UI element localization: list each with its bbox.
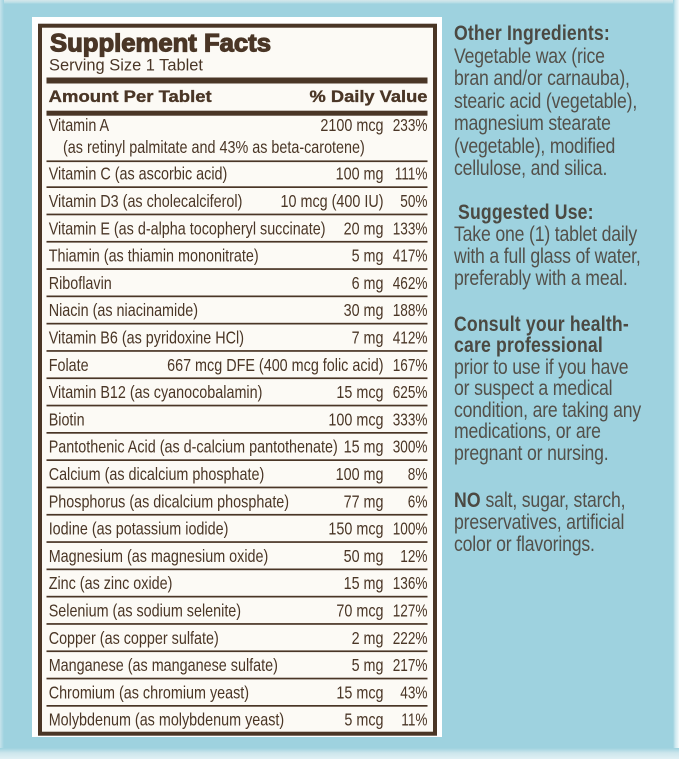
svg-text:Calcium (as dicalcium phosphat: Calcium (as dicalcium phosphate)	[49, 464, 265, 484]
svg-text:15 mg: 15 mg	[344, 573, 384, 593]
svg-text:417%: 417%	[393, 246, 428, 266]
svg-text:% Daily Value: % Daily Value	[310, 87, 428, 106]
svg-text:Riboflavin: Riboflavin	[49, 273, 112, 293]
svg-text:Amount Per Tablet: Amount Per Tablet	[49, 87, 212, 106]
svg-text:5 mcg: 5 mcg	[344, 710, 383, 730]
svg-text:Vitamin E (as d-alpha tocopher: Vitamin E (as d-alpha tocopheryl succina…	[49, 218, 326, 238]
svg-text:Phosphorus (as dicalcium phosp: Phosphorus (as dicalcium phosphate)	[49, 491, 289, 511]
svg-text:30 mg: 30 mg	[344, 300, 384, 320]
svg-text:Thiamin (as thiamin mononitrat: Thiamin (as thiamin mononitrate)	[49, 246, 259, 266]
svg-text:Niacin (as niacinamide): Niacin (as niacinamide)	[49, 300, 198, 320]
svg-text:15 mg: 15 mg	[344, 437, 384, 457]
svg-text:Supplement Facts: Supplement Facts	[50, 30, 271, 58]
svg-text:Molybdenum (as molybdenum yeas: Molybdenum (as molybdenum yeast)	[49, 710, 285, 730]
svg-text:6 mg: 6 mg	[352, 273, 384, 293]
svg-text:7 mg: 7 mg	[352, 328, 384, 348]
svg-text:11%: 11%	[401, 710, 427, 730]
svg-text:127%: 127%	[393, 601, 428, 621]
svg-text:Folate: Folate	[49, 355, 89, 375]
svg-text:50 mg: 50 mg	[344, 546, 384, 566]
svg-text:Iodine (as potassium iodide): Iodine (as potassium iodide)	[49, 519, 229, 539]
svg-text:222%: 222%	[393, 628, 428, 648]
svg-text:Zinc (as zinc oxide): Zinc (as zinc oxide)	[49, 573, 173, 593]
svg-text:Magnesium (as magnesium oxide): Magnesium (as magnesium oxide)	[49, 546, 269, 566]
svg-text:77 mg: 77 mg	[344, 491, 384, 511]
svg-text:70 mcg: 70 mcg	[336, 601, 383, 621]
svg-text:Selenium (as sodium selenite): Selenium (as sodium selenite)	[49, 601, 241, 621]
svg-text:2 mg: 2 mg	[352, 628, 384, 648]
svg-text:20 mg: 20 mg	[344, 218, 384, 238]
svg-text:10 mcg (400 IU): 10 mcg (400 IU)	[281, 191, 384, 211]
svg-text:333%: 333%	[393, 409, 428, 429]
svg-text:136%: 136%	[393, 573, 428, 593]
svg-text:Serving Size 1 Tablet: Serving Size 1 Tablet	[49, 56, 203, 75]
svg-text:Vitamin B6 (as pyridoxine HCl): Vitamin B6 (as pyridoxine HCl)	[49, 328, 244, 348]
svg-text:462%: 462%	[393, 273, 428, 293]
svg-text:217%: 217%	[393, 655, 428, 675]
svg-text:100%: 100%	[393, 519, 428, 539]
svg-text:Vitamin C (as ascorbic acid): Vitamin C (as ascorbic acid)	[49, 164, 228, 184]
svg-text:Chromium (as chromium yeast): Chromium (as chromium yeast)	[49, 682, 249, 702]
svg-text:Copper (as copper sulfate): Copper (as copper sulfate)	[49, 628, 219, 648]
svg-text:111%: 111%	[395, 164, 428, 184]
svg-text:15 mcg: 15 mcg	[336, 682, 383, 702]
svg-text:Vitamin B12 (as cyanocobalamin: Vitamin B12 (as cyanocobalamin)	[49, 382, 263, 402]
svg-text:(as retinyl palmitate and 43%: (as retinyl palmitate and 43% as beta-ca…	[63, 137, 365, 157]
svg-text:412%: 412%	[393, 328, 428, 348]
svg-text:150 mcg: 150 mcg	[328, 519, 383, 539]
svg-text:300%: 300%	[393, 437, 428, 457]
svg-text:Biotin: Biotin	[49, 409, 85, 429]
svg-text:625%: 625%	[393, 382, 428, 402]
svg-text:6%: 6%	[408, 491, 428, 511]
svg-text:50%: 50%	[400, 191, 427, 211]
svg-text:Manganese (as manganese sulfat: Manganese (as manganese sulfate)	[49, 655, 278, 675]
svg-text:43%: 43%	[400, 682, 427, 702]
svg-text:133%: 133%	[393, 218, 428, 238]
svg-text:8%: 8%	[408, 464, 428, 484]
svg-text:100 mcg: 100 mcg	[328, 409, 383, 429]
svg-text:167%: 167%	[393, 355, 428, 375]
svg-text:2100 mcg: 2100 mcg	[320, 115, 383, 135]
svg-text:100 mg: 100 mg	[336, 164, 384, 184]
svg-text:Vitamin A: Vitamin A	[49, 115, 110, 135]
svg-text:5 mg: 5 mg	[352, 655, 384, 675]
svg-text:667 mcg DFE (400 mcg folic aci: 667 mcg DFE (400 mcg folic acid)	[167, 355, 383, 375]
svg-text:100 mg: 100 mg	[336, 464, 384, 484]
svg-text:12%: 12%	[400, 546, 427, 566]
svg-text:188%: 188%	[393, 300, 428, 320]
svg-text:5 mg: 5 mg	[352, 246, 384, 266]
svg-text:Vitamin D3 (as cholecalciferol: Vitamin D3 (as cholecalciferol)	[49, 191, 243, 211]
svg-text:233%: 233%	[393, 115, 428, 135]
svg-text:Pantothenic Acid (as d-calcium: Pantothenic Acid (as d-calcium pantothen…	[49, 437, 338, 457]
svg-text:15 mcg: 15 mcg	[336, 382, 383, 402]
